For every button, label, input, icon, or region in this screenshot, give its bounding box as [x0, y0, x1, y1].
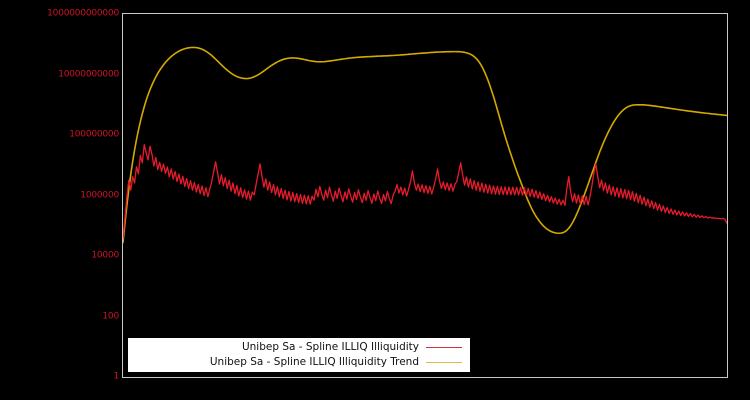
y-tick-label-100: 100: [102, 311, 119, 321]
legend-swatch-illiquidity: [426, 347, 462, 348]
y-tick-label-1: 1: [113, 371, 119, 382]
legend-label-illiquidity: Unibep Sa - Spline ILLIQ Illiquidity: [241, 341, 419, 353]
y-tick-label-1000000000000: 1000000000000: [47, 8, 119, 19]
chart-legend[interactable]: Unibep Sa - Spline ILLIQ Illiquidity Uni…: [128, 338, 470, 372]
y-tick-label-10000000000: 10000000000: [58, 69, 119, 79]
series-line-illiquidity: [123, 143, 727, 240]
y-tick-label-100000000: 100000000: [69, 129, 119, 140]
series-line-trend: [123, 46, 727, 244]
y-tick-label-1000000: 1000000: [80, 190, 119, 200]
legend-entry-trend[interactable]: Unibep Sa - Spline ILLIQ Illiquidity Tre…: [128, 355, 466, 370]
legend-entry-illiquidity[interactable]: Unibep Sa - Spline ILLIQ Illiquidity: [128, 340, 466, 355]
legend-swatch-trend: [426, 362, 462, 363]
legend-label-trend: Unibep Sa - Spline ILLIQ Illiquidity Tre…: [209, 356, 419, 368]
y-tick-label-10000: 10000: [91, 250, 119, 261]
